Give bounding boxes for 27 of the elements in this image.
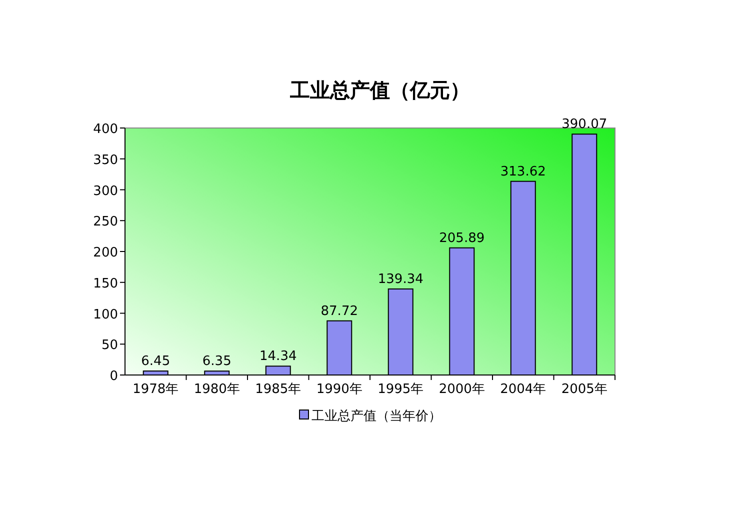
y-tick-label: 250	[93, 214, 118, 230]
y-tick-label: 50	[101, 338, 118, 354]
x-tick-label: 2000年	[438, 382, 485, 397]
y-tick-label: 150	[93, 276, 118, 292]
x-tick-label: 1995年	[378, 382, 424, 397]
x-tick-label: 2004年	[500, 382, 546, 397]
x-tick-label: 1990年	[316, 382, 362, 397]
data-label: 87.72	[320, 304, 358, 319]
y-tick-label: 350	[93, 152, 118, 168]
y-tick-label: 0	[110, 369, 118, 384]
data-label: 6.45	[141, 354, 170, 370]
data-label: 14.34	[260, 349, 297, 364]
y-tick-label: 200	[93, 246, 118, 260]
x-tick-label: 1978年	[132, 382, 179, 397]
data-label: 390.07	[562, 117, 608, 132]
data-label: 139.34	[378, 272, 424, 287]
x-tick-label: 1980年	[194, 382, 240, 397]
data-label: 205.89	[439, 230, 485, 246]
x-tick-label: 1985年	[255, 382, 302, 397]
data-label: 313.62	[500, 164, 546, 180]
x-tick-label: 2005年	[561, 382, 608, 397]
y-tick-label: 400	[93, 122, 118, 137]
chart-title: 工业总产值（亿元）	[289, 78, 470, 102]
data-label: 6.35	[202, 354, 232, 370]
legend-label: 工业总产值（当年价）	[312, 409, 442, 424]
y-tick-label: 300	[93, 184, 118, 199]
y-tick-label: 100	[93, 307, 118, 322]
